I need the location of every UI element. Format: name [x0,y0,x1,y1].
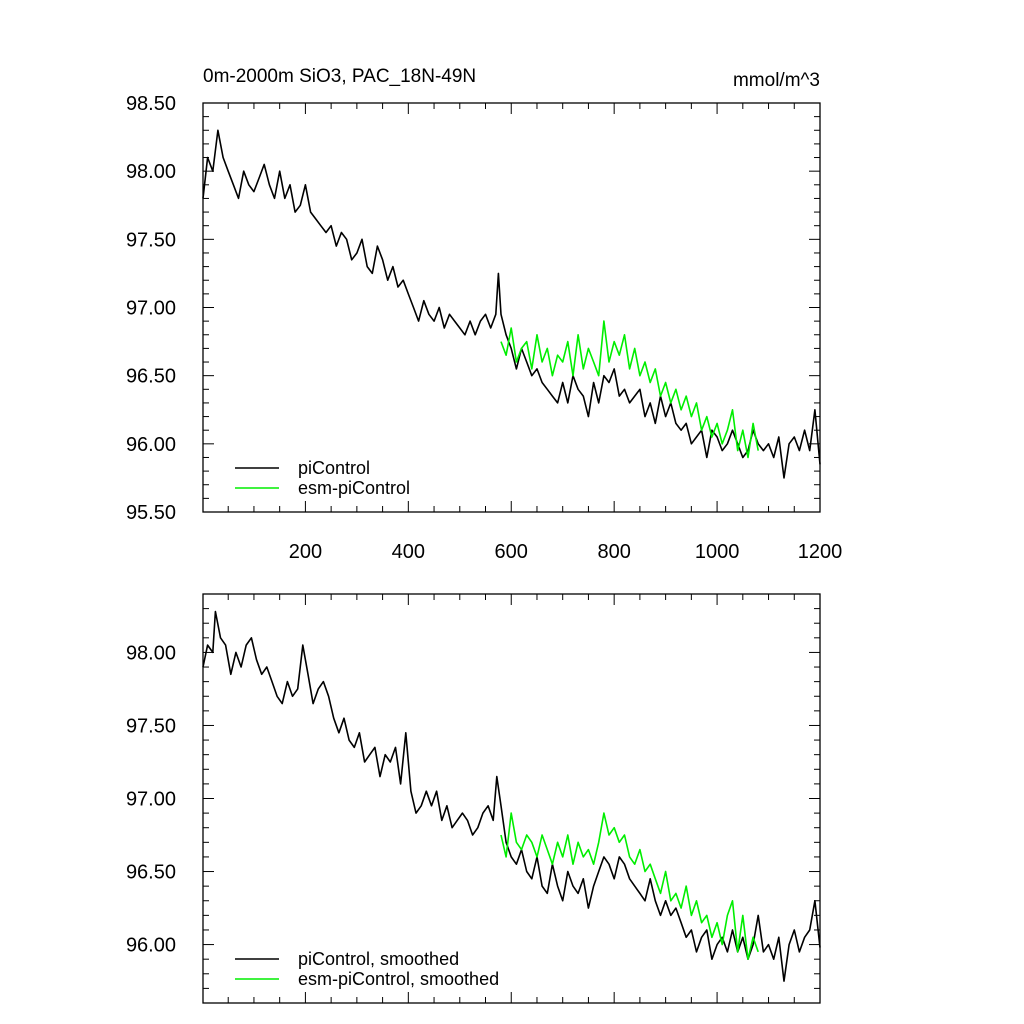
y-tick-label: 98.00 [126,161,176,183]
legend-label: piControl [298,458,370,478]
plot-frame [202,593,821,1004]
y-tick-label: 96.00 [126,434,176,456]
top-panel: 95.50 96.00 96.50 97.00 97.50 98.00 98.50 200 40… [126,93,842,563]
legend-label: esm-piControl [298,478,410,498]
y-tick-label: 97.50 [126,229,176,251]
legend-label: esm-piControl, smoothed [298,969,499,989]
y-tick-label: 98.00 [126,642,176,664]
plot-frame [202,102,821,513]
y-tick-label: 96.00 [126,935,176,957]
y-tick-label: 95.50 [126,502,176,524]
y-tick-label: 97.50 [126,715,176,737]
x-tick-label: 1200 [798,541,843,563]
units-label: mmol/m^3 [733,70,820,91]
series-line-1 [500,812,759,961]
y-tick-label: 97.00 [126,789,176,811]
legend-label: piControl, smoothed [298,949,459,969]
chart-title: 0m-2000m SiO3, PAC_18N-49N [203,66,476,87]
y-tick-label: 98.50 [126,93,176,115]
x-tick-label: 800 [597,541,630,563]
y-tick-label: 96.50 [126,862,176,884]
y-tick-label: 97.00 [126,298,176,320]
x-tick-label: 200 [289,541,322,563]
series-line-0 [202,610,821,982]
x-tick-label: 600 [495,541,528,563]
series-line-0 [202,129,821,479]
y-tick-label: 96.50 [126,366,176,388]
x-tick-label: 1000 [695,541,740,563]
series-line-1 [500,320,759,459]
x-tick-label: 400 [392,541,425,563]
bottom-panel: 96.00 96.50 97.00 97.50 98.00 piControl, smoo… [126,593,821,1004]
